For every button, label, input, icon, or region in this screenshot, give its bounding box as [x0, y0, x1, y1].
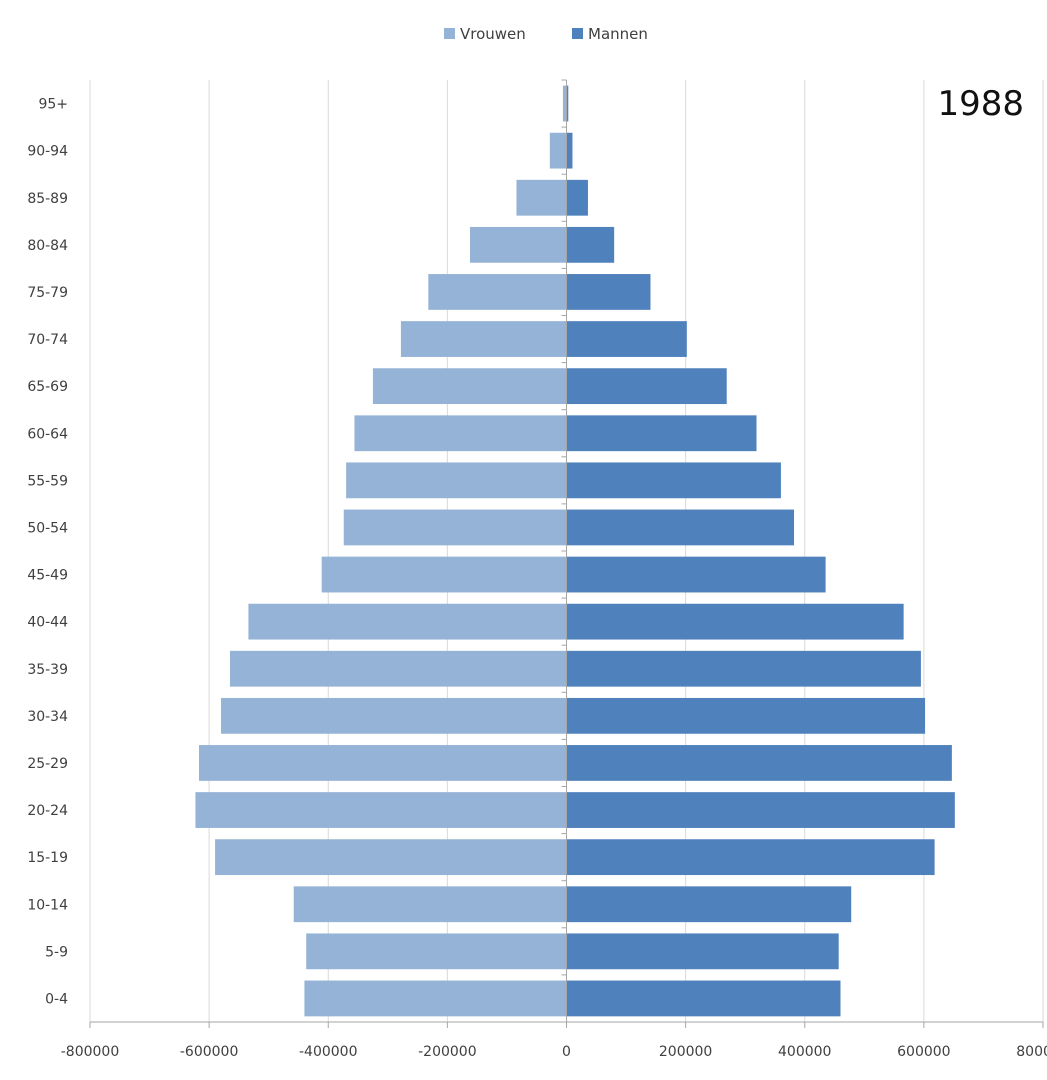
y-tick-label-75-79: 75-79 [27, 285, 68, 301]
y-tick-label-25-29: 25-29 [27, 756, 68, 772]
y-tick-label-35-39: 35-39 [27, 662, 68, 678]
chart-title: 1988 [937, 84, 1024, 124]
bar-mannen-75-79 [566, 274, 651, 310]
y-tick-label-50-54: 50-54 [27, 520, 68, 536]
x-axis-tick-labels: -800000 -600000 -400000 -200000 0 200000 40000… [61, 1044, 1047, 1060]
y-tick-label-30-34: 30-34 [27, 709, 68, 725]
x-tick-label-6: 400000 [778, 1044, 831, 1060]
y-tick-label-90-94: 90-94 [27, 144, 68, 160]
bar-mannen-60-64 [566, 415, 757, 452]
bar-mannen-35-39 [566, 650, 921, 687]
y-tick-label-10-14: 10-14 [27, 897, 68, 913]
y-tick-label-60-64: 60-64 [27, 426, 68, 442]
bar-vrouwen-90-94 [549, 132, 567, 169]
y-tick-label-85-89: 85-89 [27, 191, 68, 207]
x-tick-label-4: 0 [562, 1044, 571, 1060]
bar-mannen-55-59 [566, 462, 781, 499]
bar-mannen-0-4 [566, 980, 841, 1017]
x-tick-label-8: 800000 [1016, 1044, 1047, 1060]
bar-vrouwen-70-74 [400, 321, 567, 357]
bar-vrouwen-30-34 [221, 697, 567, 734]
bar-mannen-85-89 [566, 179, 588, 216]
chart-legend: Vrouwen Mannen [444, 25, 648, 43]
bar-mannen-40-44 [566, 603, 904, 640]
bar-mannen-90-94 [566, 132, 573, 169]
bar-vrouwen-75-79 [428, 274, 567, 310]
y-tick-label-70-74: 70-74 [27, 332, 68, 348]
bar-vrouwen-20-24 [195, 792, 567, 828]
bar-vrouwen-40-44 [248, 603, 567, 640]
bar-vrouwen-10-14 [293, 886, 567, 923]
bar-vrouwen-50-54 [343, 509, 567, 546]
bar-mannen-25-29 [566, 745, 952, 781]
legend-label-vrouwen: Vrouwen [460, 25, 526, 43]
bar-vrouwen-60-64 [354, 415, 567, 452]
x-tick-label-7: 600000 [897, 1044, 950, 1060]
y-tick-label-55-59: 55-59 [27, 473, 68, 489]
legend-swatch-vrouwen [444, 28, 455, 39]
bar-mannen-15-19 [566, 839, 935, 876]
y-tick-label-40-44: 40-44 [27, 615, 68, 631]
bar-mannen-10-14 [566, 886, 852, 923]
bar-vrouwen-85-89 [516, 179, 567, 216]
bar-mannen-95+ [566, 85, 569, 122]
bar-vrouwen-55-59 [346, 462, 567, 499]
gridlines [89, 80, 1044, 1022]
y-tick-label-5-9: 5-9 [45, 944, 68, 960]
y-tick-label-65-69: 65-69 [27, 379, 68, 395]
x-tick-label-2: -400000 [299, 1044, 358, 1060]
x-tick-label-5: 200000 [659, 1044, 712, 1060]
y-tick-label-0-4: 0-4 [45, 991, 68, 1007]
bar-vrouwen-95+ [562, 85, 567, 122]
bar-mannen-65-69 [566, 368, 727, 405]
x-tick-label-3: -200000 [418, 1044, 477, 1060]
bar-vrouwen-80-84 [470, 226, 567, 263]
y-tick-label-80-84: 80-84 [27, 238, 68, 254]
y-tick-label-20-24: 20-24 [27, 803, 68, 819]
bar-vrouwen-35-39 [229, 650, 567, 687]
legend-label-mannen: Mannen [588, 25, 648, 43]
bar-mannen-80-84 [566, 226, 615, 263]
axes [89, 79, 1044, 1028]
bar-vrouwen-0-4 [304, 980, 567, 1017]
y-tick-label-45-49: 45-49 [27, 568, 68, 584]
bar-mannen-70-74 [566, 321, 687, 357]
bar-vrouwen-15-19 [215, 839, 567, 876]
x-tick-label-0: -800000 [61, 1044, 120, 1060]
y-tick-label-15-19: 15-19 [27, 850, 68, 866]
bars [195, 85, 955, 1017]
bar-mannen-20-24 [566, 792, 955, 828]
bar-mannen-30-34 [566, 697, 926, 734]
bar-mannen-50-54 [566, 509, 795, 546]
bar-vrouwen-65-69 [372, 368, 567, 405]
bar-mannen-5-9 [566, 933, 839, 970]
legend-swatch-mannen [572, 28, 583, 39]
bar-mannen-45-49 [566, 556, 826, 593]
bar-vrouwen-5-9 [306, 933, 567, 970]
y-axis-tick-labels: 0-4 5-9 10-14 15-19 20-24 25-29 30-34 35-39 40-4… [27, 97, 68, 1008]
x-tick-label-1: -600000 [180, 1044, 239, 1060]
bar-vrouwen-25-29 [198, 745, 567, 781]
bar-vrouwen-45-49 [321, 556, 567, 593]
y-tick-label-95+: 95+ [38, 97, 68, 113]
